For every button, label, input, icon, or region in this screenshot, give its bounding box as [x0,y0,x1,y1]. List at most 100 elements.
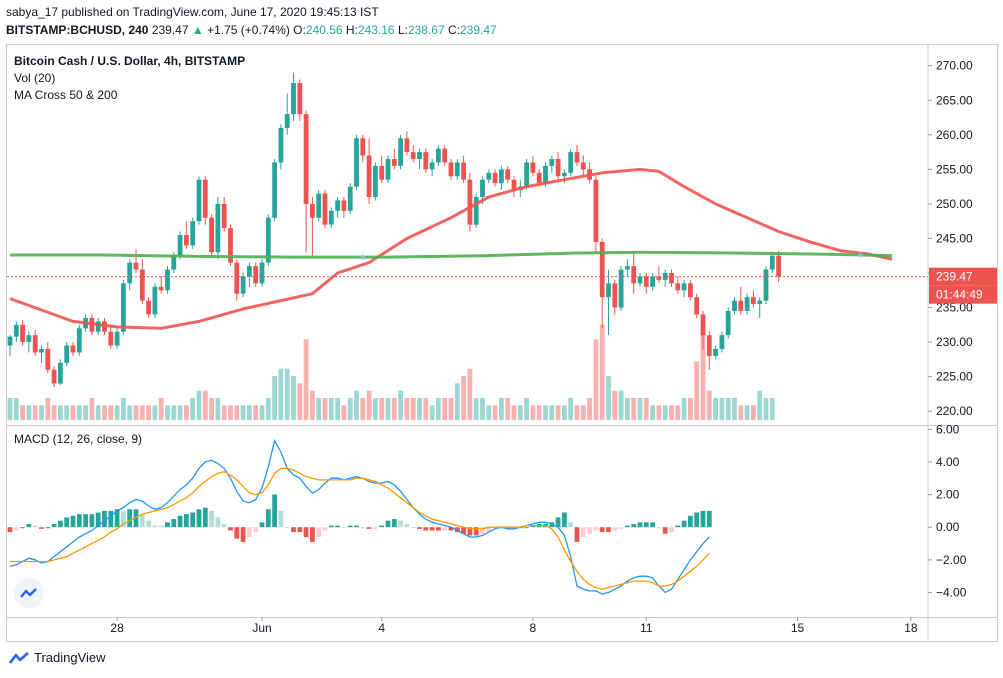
macd-histogram-bar [366,527,372,529]
time-tick-label: Jun [252,621,271,635]
candle-body [114,331,120,346]
candle-body [26,335,32,343]
volume-bar [719,398,725,420]
macd-histogram-bar [158,525,164,528]
candle-body [51,369,57,384]
volume-bar [272,376,277,420]
volume-bar [51,405,57,420]
volume-bar [196,390,202,420]
macd-histogram-bar [228,527,233,531]
macd-histogram-bar [89,514,95,528]
close-label: C: [448,23,460,37]
macd-histogram-bar [51,523,57,528]
macd-histogram-bar [354,525,359,528]
candle-body [524,162,529,187]
macd-histogram-bar [196,509,202,528]
volume-bar [202,390,208,420]
volume-bar [536,405,542,420]
macd-tick-label: 2.00 [936,488,960,502]
macd-histogram-bar [7,527,13,533]
volume-bar [593,339,599,420]
volume-bar [580,405,586,420]
footer-brand[interactable]: TradingView [8,650,106,665]
macd-histogram-bar [133,509,139,528]
last-price-badge [929,267,997,286]
volume-bar [738,405,744,420]
volume-bar [442,398,448,420]
candle-body [190,221,196,246]
macd-histogram-bar [373,527,378,529]
volume-bar [650,405,655,420]
macd-histogram-bar [335,525,340,528]
volume-bar [127,405,133,420]
candle-body [776,255,781,277]
macd-histogram-bar [322,527,328,531]
macd-histogram-bar [675,525,681,528]
macd-histogram-bar [291,527,296,533]
macd-histogram-bar [404,523,410,528]
candle-body [549,159,555,166]
candle-body [221,203,227,229]
candle-body [152,286,158,315]
candle-body [511,179,517,191]
macd-histogram-bar [625,525,630,528]
candle-body [738,300,744,311]
candle-body [662,273,668,280]
volume-bar [76,405,82,420]
time-tick-label: 8 [530,621,537,635]
macd-histogram-bar [461,527,466,534]
change-value: +1.75 (+0.74%) [207,23,290,37]
candle-body [580,162,586,170]
candle-body [725,311,731,336]
volume-bar [89,398,95,420]
price-tick-label: 260.00 [936,128,973,142]
last-price: 239.47 [151,23,189,37]
macd-histogram-bar [681,520,687,528]
volume-bar [7,398,13,420]
volume-bar [524,398,529,420]
footer-brand-label: TradingView [34,650,106,665]
volume-bar [618,390,624,420]
volume-bar [240,405,246,420]
macd-histogram-bar [391,519,397,528]
volume-bar [423,398,429,420]
macd-histogram-bar [688,515,693,528]
volume-bar [228,405,233,420]
price-tick-label: 255.00 [936,162,973,176]
symbol-ohlc-line: BITSTAMP:BCHUSD, 240 239.47 ▲ +1.75 (+0.… [6,23,497,37]
price-tick-label: 225.00 [936,370,973,384]
volume-bar [379,398,385,420]
tradingview-pane-logo[interactable] [14,578,44,608]
time-tick-label: 28 [110,621,124,635]
macd-histogram-bar [127,509,133,528]
candle-body [70,345,76,353]
volume-bar [373,398,378,420]
candle-body [643,276,649,287]
volume-bar [751,405,756,420]
candle-body [184,235,189,246]
macd-histogram-bar [568,522,574,528]
macd-histogram-bar [511,527,517,529]
macd-histogram-bar [398,520,403,528]
volume-bar [612,390,618,420]
volume-bar [328,398,334,420]
volume-bar [32,405,38,420]
candle-body [347,186,353,211]
volume-bar [58,405,63,420]
candle-body [417,152,422,159]
macd-histogram-bar [265,509,271,528]
candle-body [391,159,397,166]
candle-body [574,152,580,163]
macd-histogram-bar [240,527,246,542]
volume-bar [184,405,189,420]
candle-body [700,314,706,336]
volume-bar [486,405,492,420]
last-price-badge-label: 239.47 [936,270,973,284]
macd-histogram-bar [139,514,145,528]
volume-bar [360,398,366,420]
macd-histogram-bar [209,510,214,528]
volume-bar [45,398,51,420]
chart-frame [6,44,998,642]
volume-bar [480,398,485,420]
